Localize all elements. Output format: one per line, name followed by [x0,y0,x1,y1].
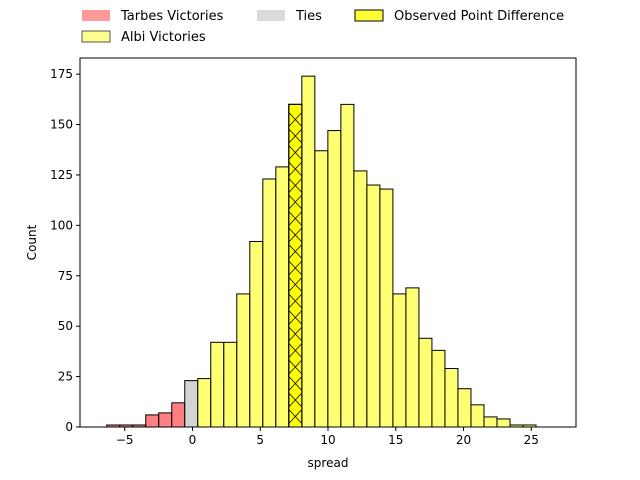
y-tick-label: 125 [50,168,73,182]
legend-label: Tarbes Victories [120,9,224,24]
albi-victories-bar [392,293,407,428]
albi-victories-bar [275,166,290,428]
y-tick-label: 50 [58,319,73,333]
albi-victories-bar [262,178,277,428]
albi-victories-bar [197,378,212,428]
tarbes-victories-bar [145,414,160,428]
legend-swatch [81,30,111,43]
x-tick-label: 0 [189,433,197,447]
albi-victories-bar [483,416,498,428]
legend-swatch [257,10,285,21]
x-tick-label: 20 [456,433,471,447]
y-axis: 0 25 50 75 100 125 150 175 [50,67,80,434]
x-tick-label: 5 [256,433,264,447]
y-tick-label: 75 [58,269,73,283]
observed-point-difference-bars [288,103,303,428]
albi-victories-bar [301,75,316,428]
albi-victories-bar [314,150,329,428]
albi-victories-bar [470,404,485,428]
y-tick-label: 100 [50,218,73,232]
y-tick-label: 0 [65,420,73,434]
albi-victories-bar [366,184,381,428]
legend-item-tarbes-victories: Tarbes Victories [82,9,224,24]
legend-label: Ties [295,9,322,24]
albi-victories-bar [431,349,446,428]
x-tick-label: 10 [320,433,335,447]
albi-victories-bar [340,103,355,428]
albi-victories-bar [236,293,251,428]
legend-item-ties: Ties [257,9,322,24]
x-tick-label: 15 [388,433,403,447]
albi-victories-bar [444,368,459,428]
legend-item-albi-victories: Albi Victories [81,30,206,45]
albi-victories-bar [496,418,511,428]
albi-victories-bar [457,388,472,428]
albi-victories-bar [210,341,225,428]
albi-victories-bar [327,130,342,428]
legend-swatch [354,9,384,22]
x-axis-label: spread [308,456,349,470]
legend: Tarbes Victories Albi Victories Ties Observ… [81,9,564,45]
albi-victories-bar [405,287,420,428]
y-tick-label: 175 [50,67,73,81]
x-tick-label: 25 [524,433,539,447]
albi-victories-bar [223,341,238,428]
legend-swatch [82,10,110,21]
tarbes-victories-bar [171,402,186,428]
y-axis-label: Count [25,224,39,260]
y-tick-label: 150 [50,118,73,132]
legend-label: Observed Point Difference [394,9,564,24]
legend-item-observed-point-difference: Observed Point Difference [354,9,564,24]
albi-victories-bar [379,188,394,428]
x-tick-label: −5 [116,433,134,447]
legend-label: Albi Victories [121,30,206,45]
albi-victories-bar [249,240,264,428]
x-axis: −5 0 5 10 15 20 25 [116,427,539,447]
albi-victories-bar [353,170,368,428]
ties-bar [184,380,199,428]
tarbes-victories-bar [158,412,173,428]
y-tick-label: 25 [58,370,73,384]
bars [106,75,537,428]
albi-victories-bar [418,337,433,428]
